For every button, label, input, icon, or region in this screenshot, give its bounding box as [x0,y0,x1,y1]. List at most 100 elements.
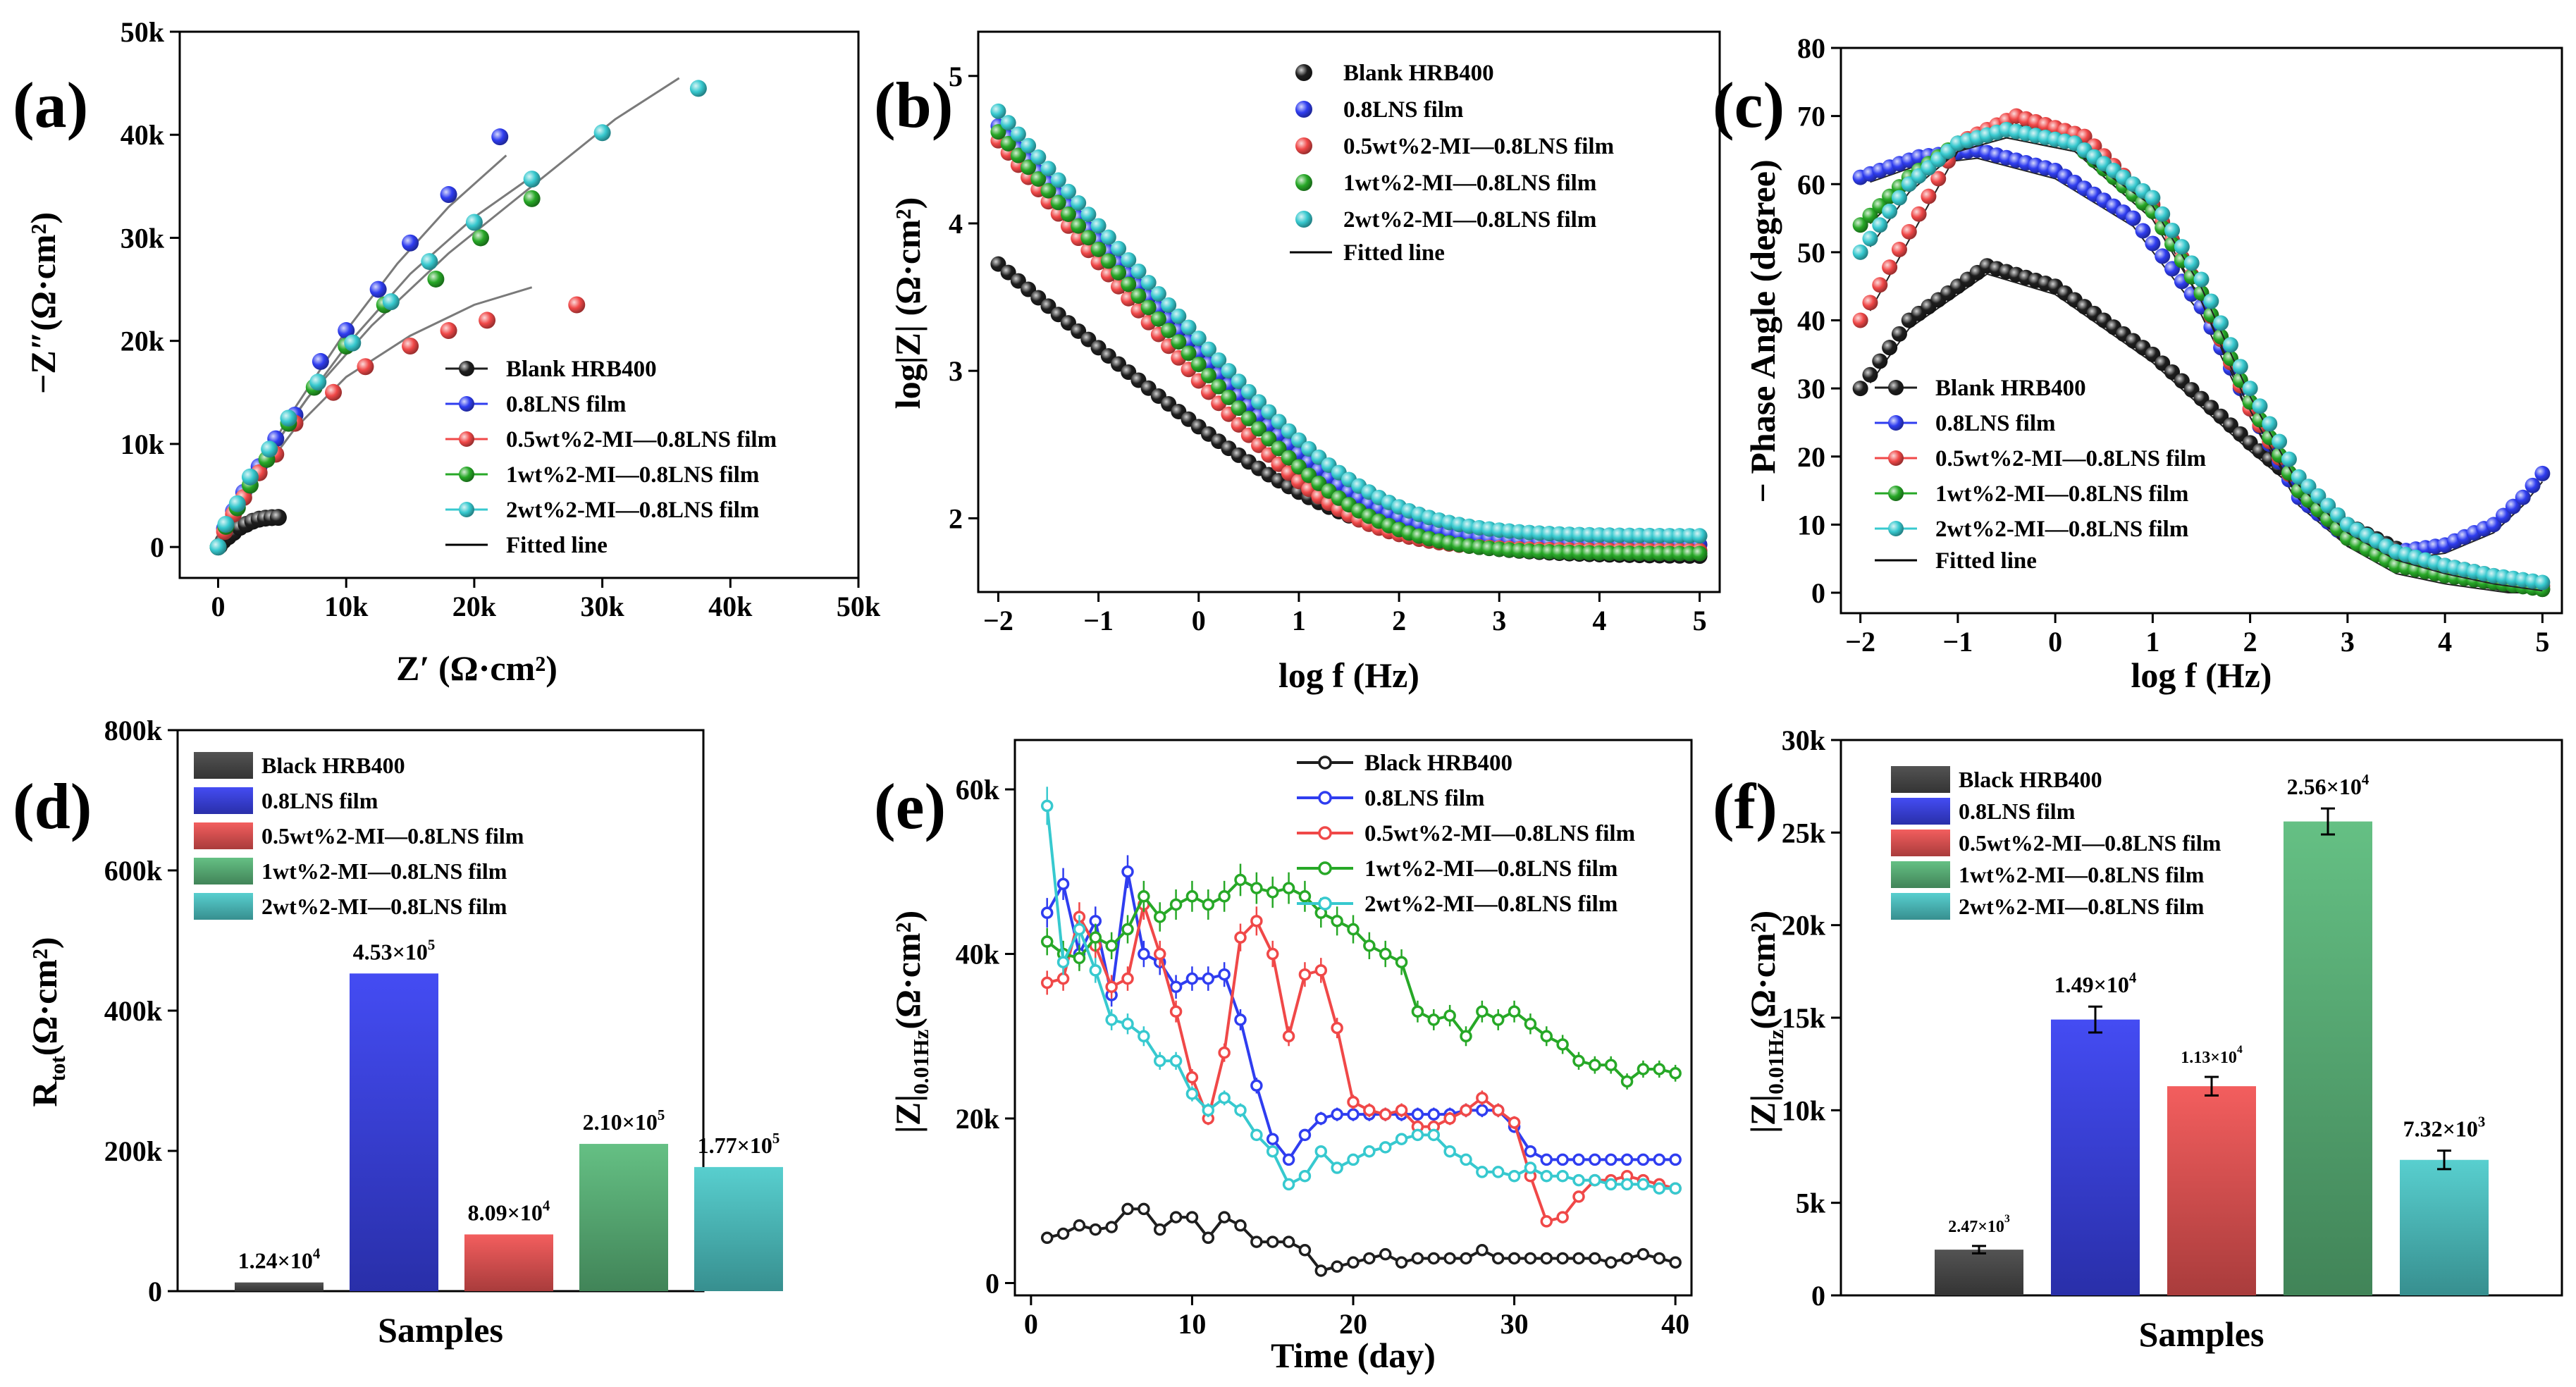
data-point [427,270,445,288]
data-point [1637,1178,1650,1191]
data-point [1882,340,1898,356]
data-point [1295,211,1312,228]
data-point [1363,1252,1376,1265]
data-point [1347,1108,1360,1121]
data-point [402,234,419,252]
data-point [1202,1231,1215,1245]
data-point [1185,890,1199,903]
panel-a-nyquist-plot: 0 10k 20k 30k 40k 50k 0 10k 20k 30k 40k 50k (a) Z′ (Ω… [13,16,881,688]
data-point [1266,1133,1279,1145]
data-point [1347,1095,1360,1109]
data-point [1443,1252,1456,1265]
data-point [2135,223,2151,239]
data-point [459,467,474,482]
data-point [1282,1030,1295,1043]
y-tick-label: 0 [150,531,164,563]
axis-label-subscript: 0.01Hz [1763,1029,1788,1094]
y-tick-label: 60k [956,774,1000,806]
data-point [990,124,1006,140]
y-axis-label: − Phase Angle (degree) [1743,159,1782,503]
data-point [1395,1104,1408,1117]
data-point [2213,315,2229,331]
x-tick-label: 5 [2535,626,2549,658]
data-point [357,358,374,376]
bar-value-label: 2.47×103 [1948,1213,2010,1236]
legend-label: 0.5wt%2-MI—0.8LNS film [261,823,524,849]
series-line [1046,878,1676,1084]
legend-label: 1wt%2-MI—0.8LNS film [1364,856,1617,882]
bar-value-exponent: 3 [2478,1114,2485,1130]
data-point [1314,1264,1328,1277]
data-point [1476,1005,1489,1018]
data-point [1491,1252,1505,1265]
legend-label: 2wt%2-MI—0.8LNS film [1935,517,2188,542]
legend-marker [1318,861,1332,875]
bar [350,973,438,1291]
data-point [440,322,457,340]
data-point [1460,1104,1472,1117]
data-point [1862,366,1878,383]
data-point [1250,1235,1263,1248]
bar-value-exponent: 4 [2129,970,2137,986]
data-point [1105,980,1118,993]
data-point [1030,171,1047,187]
legend-label: 0.8LNS film [261,788,378,813]
data-point [1138,1202,1150,1216]
data-point [2525,477,2541,493]
legend-label: 0.8LNS film [1959,799,2076,824]
data-point [1056,956,1070,968]
data-point [1100,253,1116,269]
data-point [1218,1092,1231,1104]
bar-value-exponent: 4 [2237,1044,2243,1056]
data-point [1314,1112,1328,1125]
x-tick-label: 20 [1339,1308,1367,1340]
axes-frame [1839,47,2563,615]
legend-label: 1wt%2-MI—0.8LNS film [1343,171,1596,196]
data-point [1572,1190,1585,1203]
data-point [1882,203,1898,219]
x-tick-label: 3 [1492,605,1506,636]
bar-value-exponent: 4 [2362,772,2369,788]
data-point [1266,1145,1279,1158]
data-point [1089,1223,1102,1236]
data-point [344,334,362,352]
legend-label: 2wt%2-MI—0.8LNS film [261,894,507,919]
data-point [1040,935,1054,948]
data-point [1073,1219,1086,1232]
data-point [1190,357,1207,373]
data-point [1021,159,1037,175]
data-point [1021,137,1037,154]
data-point [1363,939,1376,952]
data-point [1261,431,1277,447]
bar-value-label: 1.49×104 [2054,970,2137,997]
data-point [1169,1211,1183,1223]
data-point [1295,174,1312,191]
y-tick-label: 5k [1796,1188,1826,1219]
data-point [1460,1252,1472,1265]
axis-label-part: R [25,1081,64,1107]
legend-label: 1wt%2-MI—0.8LNS film [1935,481,2188,507]
data-point [269,509,287,526]
data-point [2145,190,2161,206]
axis-label-part: − Phase Angle (degree) [1743,159,1782,503]
data-point [1540,1153,1553,1166]
data-point [1266,947,1279,961]
data-point [1888,380,1904,395]
y-tick-label: 5 [949,61,963,92]
data-point [1150,311,1166,327]
y-tick-label: 20k [956,1103,1000,1135]
legend-label: Blank HRB400 [1343,61,1494,86]
legend-label: 0.8LNS film [1364,786,1485,811]
data-point [1080,230,1097,246]
x-tick-label: −1 [1083,605,1114,636]
data-point [689,80,707,97]
panel-d-rtot-bar-chart: 0200k400k600k800k1.24×1044.53×1058.09×10… [13,715,783,1350]
y-tick-label: 10 [1797,509,1825,541]
panel-e-impedance-time-plot: 0 10 20 30 40 0 20k 40k 60k (e) Time (day) |Z|0.01H… [874,739,1693,1375]
y-tick-label: 30k [1782,725,1826,756]
data-point [2300,479,2317,495]
data-point [209,538,227,556]
data-point [459,502,474,517]
data-point [1556,1038,1569,1051]
legend-swatch [194,752,253,779]
